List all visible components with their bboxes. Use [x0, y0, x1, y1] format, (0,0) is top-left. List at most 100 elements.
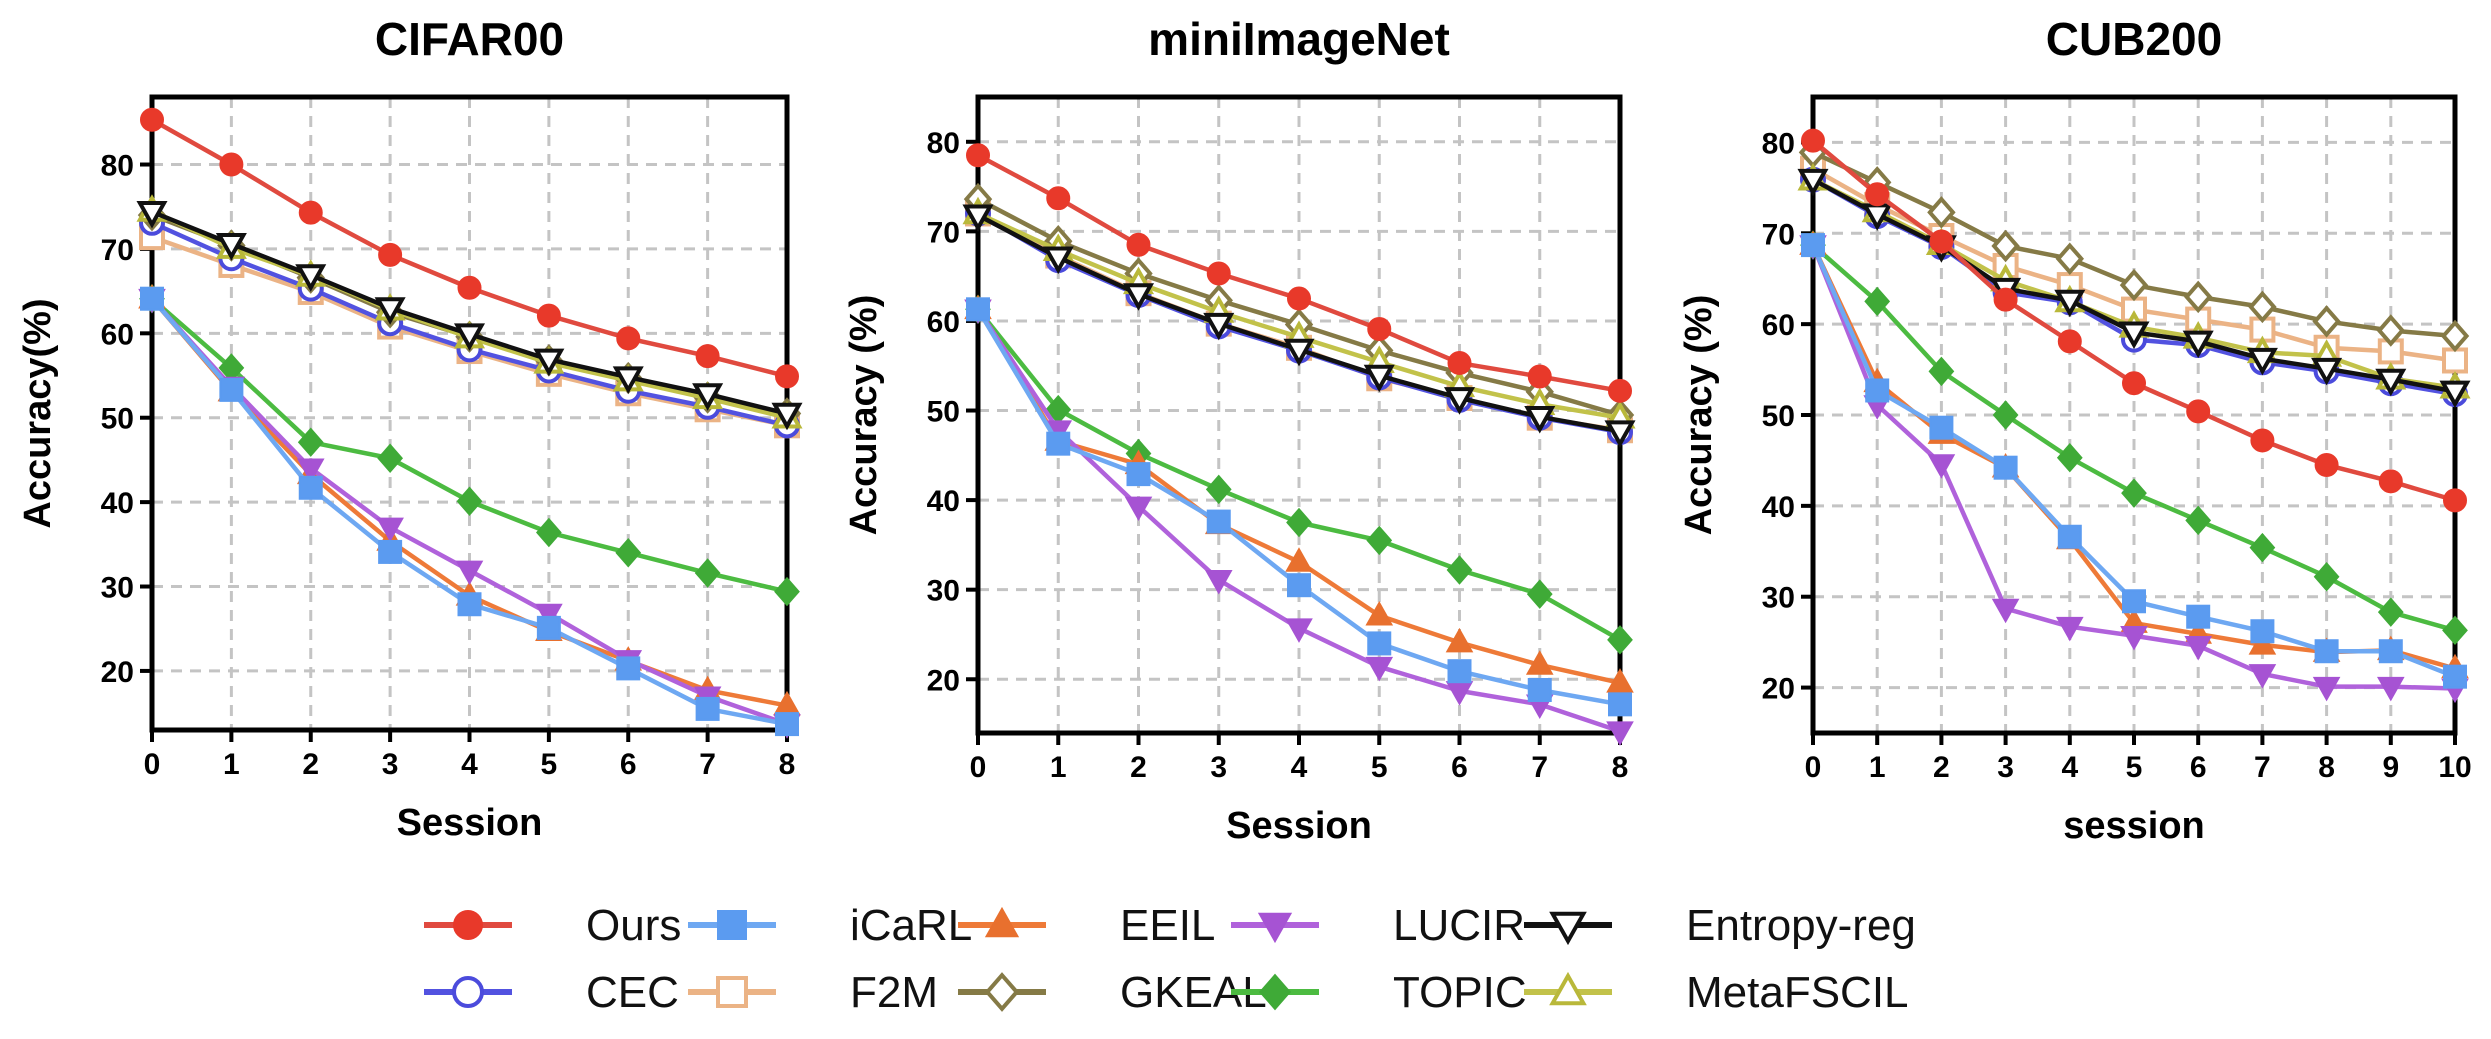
x-tick-label: 7	[1531, 751, 1548, 784]
chart-title: miniImageNet	[1148, 13, 1450, 65]
legend-label-f2m: F2M	[850, 968, 938, 1017]
series-lucir	[1799, 235, 2469, 704]
y-tick-label: 80	[1762, 127, 1795, 160]
data-point-lucir	[2120, 625, 2148, 651]
data-point-eeil	[1606, 668, 1634, 693]
y-tick-label: 30	[927, 575, 960, 608]
data-point-ours	[966, 143, 990, 168]
y-tick-label: 60	[1762, 309, 1795, 342]
x-tick-label: 1	[223, 748, 240, 781]
x-tick-label: 6	[2190, 751, 2207, 784]
data-point-ours	[1608, 378, 1632, 403]
data-point-entropy-reg	[374, 297, 406, 325]
y-axis-label: Accuracy (%)	[1678, 295, 1720, 536]
legend-marker-eeil	[984, 906, 1020, 938]
y-tick-label: 70	[927, 216, 960, 249]
data-point-entropy-reg	[692, 383, 724, 411]
x-tick-label: 4	[1291, 751, 1308, 784]
legend-marker-ours	[453, 910, 483, 940]
y-tick-label: 60	[927, 306, 960, 339]
data-point-entropy-reg	[2311, 357, 2343, 386]
data-point-topic	[2056, 442, 2083, 473]
data-point-ours	[1367, 317, 1392, 342]
data-point-entropy-reg	[1363, 364, 1395, 393]
data-point-gkeal	[2119, 268, 2149, 302]
data-point-entropy-reg	[2118, 321, 2150, 350]
data-point-entropy-reg	[1797, 168, 1829, 197]
legend-label-lucir: LUCIR	[1393, 901, 1525, 950]
data-point-entropy-reg	[1122, 283, 1155, 311]
legend-item-topic: TOPIC	[1231, 968, 1527, 1017]
series-entropy-reg	[136, 200, 803, 431]
data-point-topic	[2377, 597, 2404, 627]
data-point-ours	[2122, 371, 2146, 396]
y-tick-label: 70	[101, 234, 134, 267]
data-point-lucir	[1365, 656, 1394, 682]
data-point-topic	[774, 576, 800, 607]
x-axis-label: session	[2063, 805, 2205, 847]
data-point-gkeal	[1991, 229, 2020, 263]
data-point-entropy-reg	[1283, 338, 1315, 367]
legend-label-cec: CEC	[586, 968, 679, 1017]
data-point-icarl	[1046, 431, 1071, 456]
legend-item-metafscil: MetaFSCIL	[1524, 968, 1909, 1017]
series-ours	[1801, 128, 2467, 513]
data-point-entropy-reg	[2439, 380, 2471, 409]
legend-marker-lucir	[1257, 912, 1293, 944]
data-point-ours	[2378, 469, 2403, 494]
data-point-topic	[297, 427, 324, 457]
legend-label-icarl: iCaRL	[850, 901, 972, 950]
data-point-icarl	[298, 475, 323, 500]
data-point-topic	[1864, 286, 1891, 317]
x-tick-label: 4	[2061, 751, 2078, 784]
data-point-ours	[1929, 229, 1954, 254]
y-tick-label: 70	[1762, 218, 1795, 251]
data-point-icarl	[1865, 378, 1890, 403]
data-point-icarl	[2250, 619, 2275, 644]
x-tick-label: 3	[382, 748, 399, 781]
data-point-ours	[378, 242, 403, 267]
y-tick-label: 50	[927, 396, 960, 429]
y-tick-label: 20	[101, 656, 134, 689]
data-point-ours	[616, 326, 641, 351]
data-point-icarl	[616, 656, 641, 681]
data-point-entropy-reg	[1443, 387, 1476, 415]
legend-label-topic: TOPIC	[1393, 968, 1527, 1017]
data-point-gkeal	[2440, 319, 2470, 353]
data-point-lucir	[1124, 496, 1153, 522]
x-tick-label: 0	[970, 751, 987, 784]
x-tick-label: 4	[461, 748, 478, 781]
data-point-lucir	[1606, 721, 1634, 746]
data-point-topic	[1366, 525, 1393, 556]
x-tick-label: 9	[2382, 751, 2399, 784]
legend: Ours iCaRL EEIL LUCIR Entropy-reg CEC F2M GKEAL…	[424, 901, 1916, 1017]
y-tick-label: 40	[927, 485, 960, 518]
data-point-ours	[2250, 428, 2275, 453]
data-point-eeil	[1445, 627, 1474, 653]
data-point-topic	[615, 538, 642, 568]
y-tick-label: 50	[101, 403, 134, 436]
x-tick-label: 1	[1869, 751, 1886, 784]
data-point-entropy-reg	[295, 264, 327, 292]
data-point-icarl	[2122, 589, 2146, 614]
data-point-gkeal	[2055, 242, 2085, 275]
x-tick-label: 0	[1805, 751, 1822, 784]
x-tick-label: 6	[620, 748, 637, 781]
data-point-icarl	[2314, 639, 2339, 664]
data-point-eeil	[1525, 650, 1554, 675]
data-point-icarl	[1206, 509, 1231, 534]
data-point-topic	[1992, 400, 2019, 430]
data-point-gkeal	[2312, 305, 2341, 338]
data-point-entropy-reg	[1604, 420, 1636, 448]
data-point-icarl	[1929, 415, 1954, 440]
legend-item-gkeal: GKEAL	[958, 968, 1267, 1017]
y-tick-label: 30	[1762, 582, 1795, 615]
y-tick-label: 40	[101, 487, 134, 520]
data-point-ours	[1993, 287, 2018, 312]
data-point-ours	[457, 275, 482, 300]
series-ours	[140, 107, 799, 389]
legend-marker-entropy-reg	[1549, 911, 1587, 946]
data-point-icarl	[2186, 604, 2211, 629]
data-point-topic	[456, 486, 483, 516]
